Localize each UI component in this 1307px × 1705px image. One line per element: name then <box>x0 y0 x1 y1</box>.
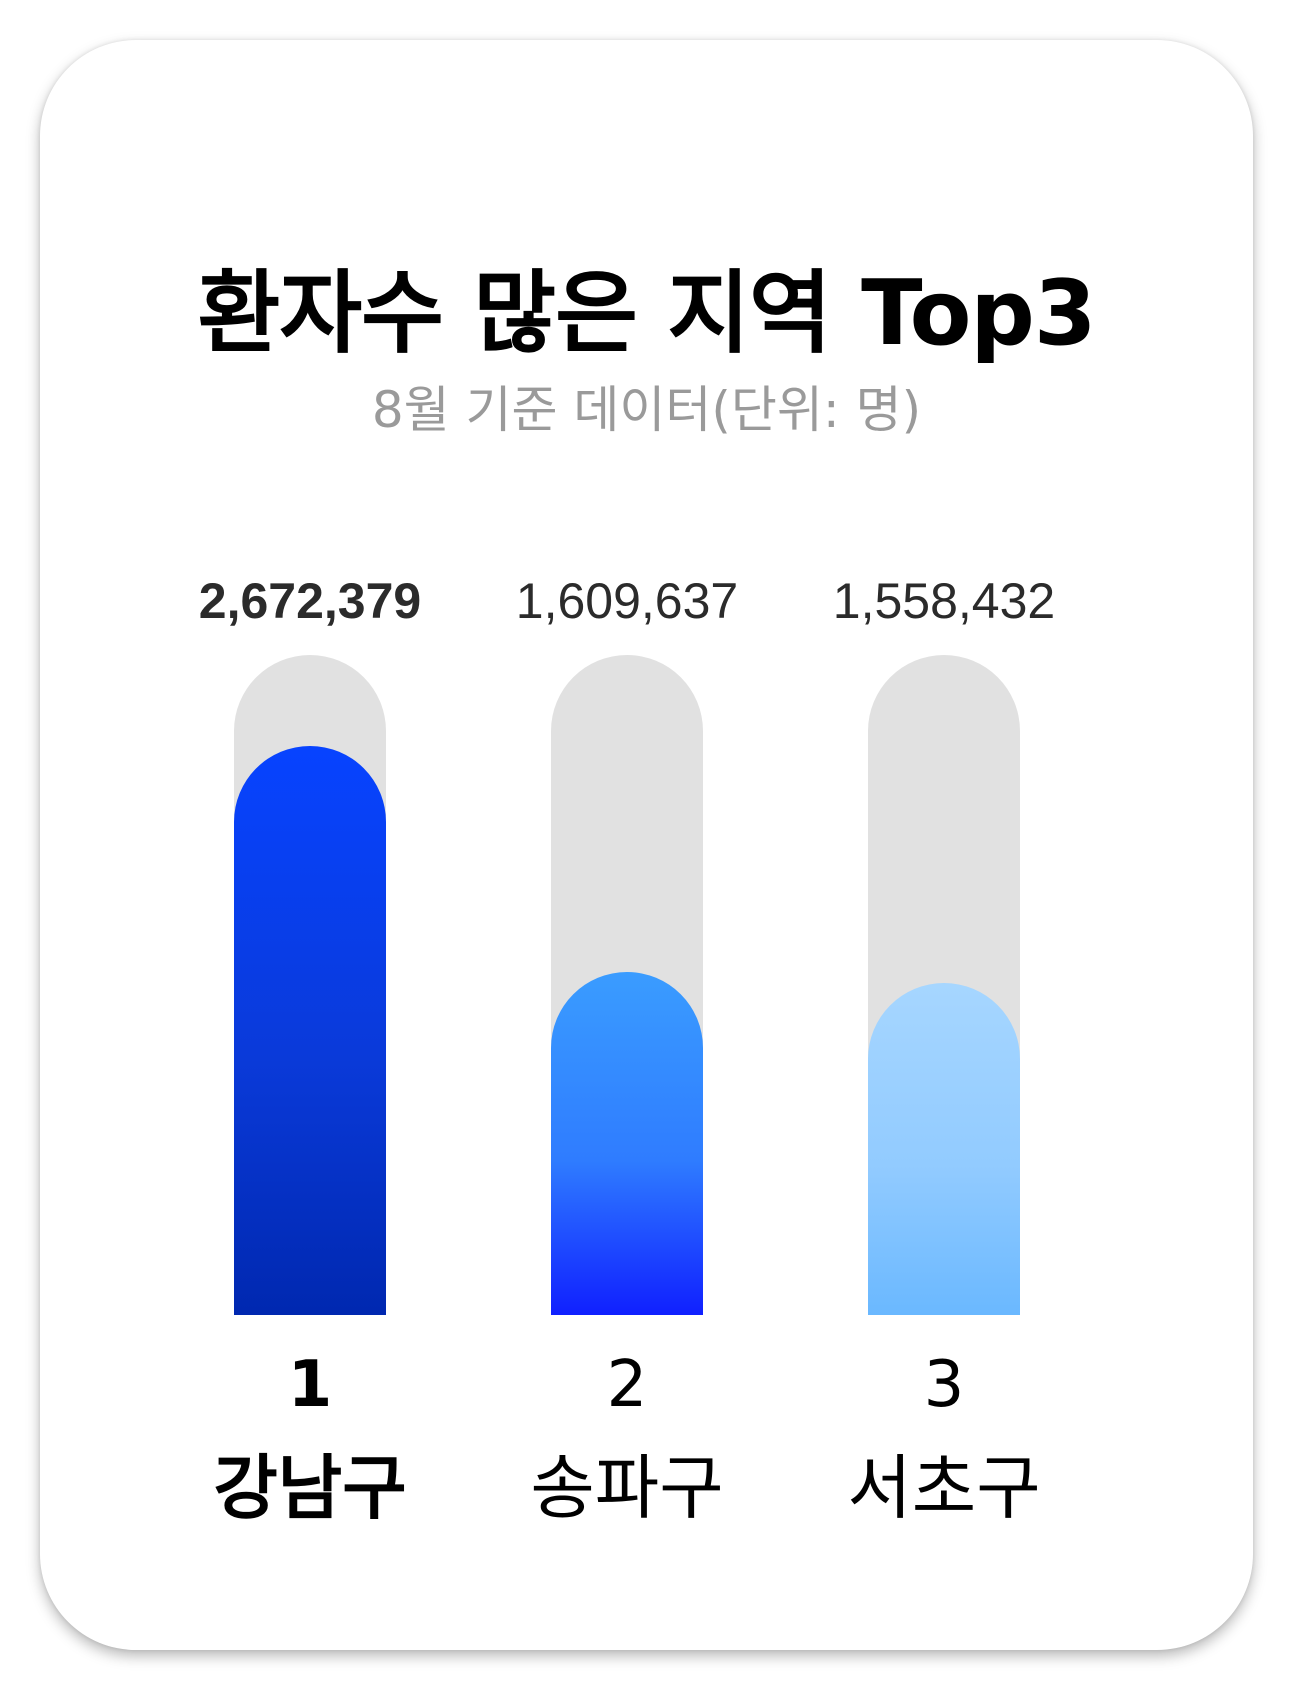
bar-category-label: 강남구 <box>213 1447 407 1529</box>
bar-track <box>868 655 1020 1315</box>
chart-title: 환자수 많은 지역 Top3 <box>197 261 1097 366</box>
bar-rank-label: 1 <box>287 1348 333 1422</box>
bar-value-label: 1,558,432 <box>832 573 1056 629</box>
chart-subtitle: 8월 기준 데이터(단위: 명) <box>371 381 922 439</box>
bar-rank-label: 2 <box>606 1348 648 1422</box>
bar-track <box>234 655 386 1315</box>
bar-value-label: 1,609,637 <box>515 573 739 629</box>
chart-card: 환자수 많은 지역 Top3 8월 기준 데이터(단위: 명) 2,672,37… <box>40 40 1253 1650</box>
bar-2 <box>551 972 703 1315</box>
bar-3 <box>868 983 1020 1315</box>
bar-track <box>551 655 703 1315</box>
bar-category-label: 서초구 <box>847 1447 1041 1529</box>
bar-1 <box>234 746 386 1315</box>
bar-value-label: 2,672,379 <box>198 573 422 629</box>
bar-category-label: 송파구 <box>530 1447 724 1529</box>
bar-rank-label: 3 <box>923 1348 965 1422</box>
